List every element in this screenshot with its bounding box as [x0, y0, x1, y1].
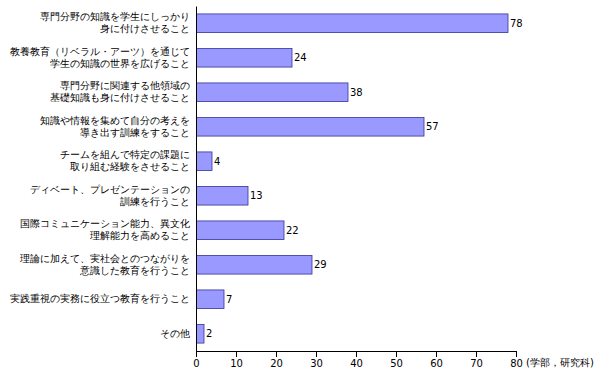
- tick-mark: [436, 351, 437, 357]
- data-label: 24: [294, 52, 307, 63]
- tick: 0: [193, 351, 199, 369]
- bar: [196, 186, 248, 205]
- tick-mark: [276, 351, 277, 357]
- tick: 50: [390, 351, 403, 369]
- bar: [196, 221, 284, 240]
- bar: [196, 83, 348, 102]
- category-label: その他: [160, 328, 190, 339]
- data-labels: 78 24 38 57 4 13 22 29 7 2: [206, 18, 523, 340]
- chart: 0 10 20 30 40 50 60 70 80 専門分野の知識を学生にしっかり身に付けさせるこ…: [0, 0, 600, 385]
- data-label: 2: [206, 328, 212, 339]
- tick: 専門分野に関連する他領域の基礎知識も身に付けさせること: [50, 80, 190, 103]
- tick-mark: [476, 351, 477, 357]
- bar: [196, 255, 312, 274]
- tick: 専門分野の知識を学生にしっかり身に付けさせること: [40, 11, 190, 34]
- tick-mark: [516, 351, 517, 357]
- tick: 60: [430, 351, 443, 369]
- tick-label: 30: [310, 358, 323, 369]
- category-label: 国際コミュニケーション能力、異文化理解能力を高めること: [20, 218, 190, 241]
- tick-mark: [396, 351, 397, 357]
- bars: [196, 14, 508, 343]
- data-label: 29: [314, 259, 327, 270]
- axis-line: [196, 7, 197, 352]
- tick-label: 10: [230, 358, 243, 369]
- tick: 理論に加えて、実社会とのつながりを意識した教育を行うこと: [20, 253, 190, 276]
- tick-mark: [316, 351, 317, 357]
- tick-label: 70: [470, 358, 483, 369]
- tick: 80: [510, 351, 523, 369]
- bar: [196, 117, 424, 136]
- tick: 30: [310, 351, 323, 369]
- category-label: 専門分野に関連する他領域の基礎知識も身に付けさせること: [50, 80, 190, 103]
- bar: [196, 152, 212, 171]
- tick-label: 0: [193, 358, 199, 369]
- tick: 国際コミュニケーション能力、異文化理解能力を高めること: [20, 218, 190, 241]
- bar: [196, 48, 292, 67]
- tick: ディベート、プレゼンテーションの訓練を行うこと: [30, 184, 190, 207]
- tick-mark: [236, 351, 237, 357]
- bar: [196, 290, 224, 309]
- tick: その他: [160, 328, 190, 339]
- category-label: 知識や情報を集めて自分の考えを導き出す訓練をすること: [40, 115, 190, 138]
- category-label: ディベート、プレゼンテーションの訓練を行うこと: [30, 184, 190, 207]
- bar: [196, 324, 204, 343]
- tick: 知識や情報を集めて自分の考えを導き出す訓練をすること: [40, 115, 190, 138]
- tick-mark: [356, 351, 357, 357]
- category-label: 教養教育（リベラル・アーツ）を通じて学生の知識の世界を広げること: [10, 46, 190, 69]
- category-label: 専門分野の知識を学生にしっかり身に付けさせること: [40, 11, 190, 34]
- category-axis: 専門分野の知識を学生にしっかり身に付けさせること教養教育（リベラル・アーツ）を通…: [10, 7, 197, 352]
- bar: [196, 14, 508, 33]
- category-label: 理論に加えて、実社会とのつながりを意識した教育を行うこと: [20, 253, 190, 276]
- value-axis: 0 10 20 30 40 50 60 70 80: [193, 351, 523, 369]
- tick-label: 50: [390, 358, 403, 369]
- tick: チームを組んで特定の課題に取り組む経験をさせること: [60, 149, 190, 172]
- data-label: 13: [250, 190, 263, 201]
- tick: 実践重視の実務に役立つ教育を行うこと: [10, 293, 190, 304]
- data-label: 78: [510, 18, 523, 29]
- tick: 40: [350, 351, 363, 369]
- tick: 10: [230, 351, 243, 369]
- tick: 20: [270, 351, 283, 369]
- tick-mark: [196, 351, 197, 357]
- axis-title: (学部，研究科): [526, 357, 594, 368]
- tick: 70: [470, 351, 483, 369]
- data-label: 22: [286, 225, 299, 236]
- tick: 教養教育（リベラル・アーツ）を通じて学生の知識の世界を広げること: [10, 46, 190, 69]
- category-label: 実践重視の実務に役立つ教育を行うこと: [10, 293, 190, 304]
- tick-label: 40: [350, 358, 363, 369]
- tick-label: 20: [270, 358, 283, 369]
- plot: 0 10 20 30 40 50 60 70 80 専門分野の知識を学生にしっかり身に付けさせるこ…: [10, 7, 523, 370]
- data-label: 4: [214, 156, 220, 167]
- data-label: 38: [350, 87, 363, 98]
- data-label: 7: [226, 294, 232, 305]
- category-label: チームを組んで特定の課題に取り組む経験をさせること: [60, 149, 190, 172]
- data-label: 57: [426, 121, 439, 132]
- tick-label: 80: [510, 358, 523, 369]
- tick-label: 60: [430, 358, 443, 369]
